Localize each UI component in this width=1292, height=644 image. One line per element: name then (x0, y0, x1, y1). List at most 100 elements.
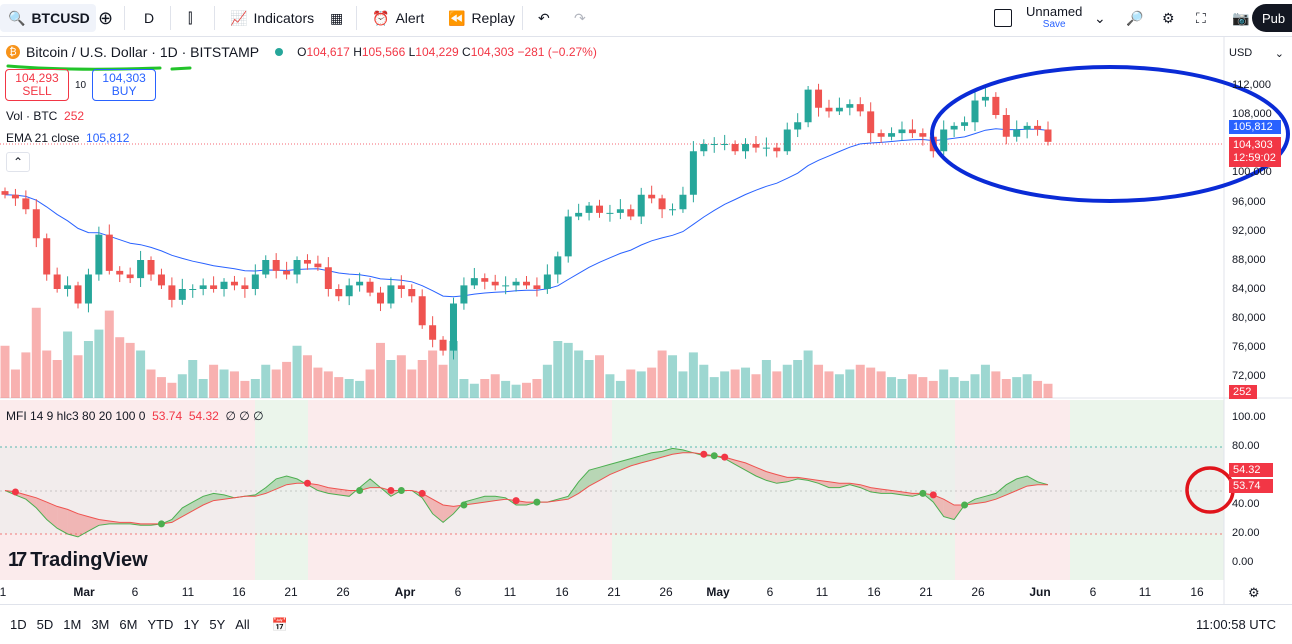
date-tick: Jun (1029, 585, 1051, 599)
mfi-tag-1: 54.32 (1229, 463, 1273, 477)
timeframe-1d[interactable]: 1D (10, 617, 27, 632)
candle-body (596, 205, 604, 213)
volume-bar (63, 331, 73, 398)
mfi-tick: 20.00 (1232, 527, 1260, 539)
volume-bar (772, 371, 782, 398)
snapshot-button[interactable]: 📷 (1224, 0, 1257, 36)
mfi-cross-dot (710, 452, 718, 460)
candle-body (971, 100, 979, 123)
redo-button[interactable]: ↷ (566, 0, 594, 36)
volume-bar (229, 371, 239, 398)
volume-bar (803, 350, 813, 398)
candle-body (564, 216, 572, 257)
volume-bar (1001, 379, 1011, 398)
annotation-green-underline (170, 66, 192, 71)
volume-bar (615, 380, 625, 398)
mfi-cross-dot (721, 453, 729, 461)
gear-icon: ⚙ (1248, 585, 1260, 600)
mfi-tick: 40.00 (1232, 498, 1260, 510)
volume-bar (438, 364, 448, 398)
volume-bar (720, 371, 730, 398)
sell-button[interactable]: 104,293 SELL (5, 69, 69, 101)
mfi-cross-dot (397, 487, 405, 494)
layout-menu-button[interactable]: ⌄ (1086, 0, 1114, 36)
layout-name-label: Unnamed (1026, 4, 1083, 19)
timeframe-5y[interactable]: 5Y (209, 617, 226, 632)
volume-bar (167, 382, 177, 398)
quick-search-button[interactable]: 🔎 (1118, 0, 1151, 36)
chart-type-button[interactable]: ⫿ (180, 0, 200, 36)
volume-bar (553, 341, 563, 398)
mfi-fill (317, 484, 329, 494)
timeframe-3m[interactable]: 3M (91, 617, 110, 632)
fullscreen-button[interactable]: ⛶ (1188, 0, 1214, 36)
candle-body (64, 285, 72, 289)
timeframe-1y[interactable]: 1Y (183, 617, 200, 632)
date-tick: 1 (0, 585, 7, 599)
interval-button[interactable]: D (136, 0, 162, 36)
date-range-icon[interactable]: 📅 (271, 616, 288, 632)
mfi-fill (818, 480, 829, 488)
tradingview-logo[interactable]: 17 TradingView (8, 549, 148, 572)
date-tick: 26 (659, 585, 673, 599)
mfi-fill (474, 496, 485, 504)
timeframe-ytd[interactable]: YTD (147, 617, 174, 632)
candle-body (1013, 129, 1021, 137)
candle-body (95, 234, 103, 275)
volume-bar (636, 371, 646, 398)
axis-settings-button[interactable]: ⚙ (1248, 585, 1260, 601)
utc-clock[interactable]: 11:00:58 UTC (1196, 617, 1276, 632)
symbol-title[interactable]: Bitcoin / U.S. Dollar · 1D · BITSTAMP (26, 44, 260, 60)
volume-bar (0, 345, 10, 398)
volume-bar (375, 342, 385, 398)
alert-button[interactable]: ⏰ Alert (364, 0, 432, 36)
layout-name[interactable]: Unnamed Save (1018, 0, 1090, 36)
timeframe-1m[interactable]: 1M (63, 617, 82, 632)
volume-bar (115, 337, 125, 398)
timeframe-all[interactable]: All (235, 617, 250, 632)
volume-bar (814, 364, 824, 398)
settings-button[interactable]: ⚙ (1154, 0, 1183, 36)
trade-buttons: 104,293 SELL 10 104,303 BUY (5, 69, 157, 101)
tradingview-wordmark: TradingView (30, 549, 148, 571)
collapse-legend-button[interactable]: ⌃ (6, 152, 30, 172)
volume-bar (657, 350, 667, 398)
candle-body (825, 107, 833, 112)
volume-tag: 252 (1229, 385, 1257, 399)
timeframe-5d[interactable]: 5D (36, 617, 54, 632)
sell-price: 104,293 (15, 71, 59, 85)
buy-button[interactable]: 104,303 BUY (92, 69, 157, 101)
volume-legend[interactable]: Vol · BTC 252 (6, 109, 85, 123)
layout-checkbox[interactable] (986, 0, 1020, 36)
ema-legend[interactable]: EMA 21 close 105,812 (6, 131, 130, 145)
volume-bar (970, 374, 980, 398)
volume-bar (448, 341, 458, 398)
sell-label: SELL (22, 84, 52, 98)
volume-bar (584, 360, 594, 398)
mfi-fill (192, 496, 204, 511)
symbol-search[interactable]: 🔍 BTCUSD (0, 4, 96, 32)
volume-bar (960, 380, 970, 398)
volume-bar (897, 379, 907, 398)
ema-line (4, 128, 1049, 298)
templates-button[interactable]: ▦ (322, 0, 351, 36)
volume-bar (605, 374, 615, 398)
undo-button[interactable]: ↶ (530, 0, 558, 36)
compare-button[interactable]: ⊕ (90, 0, 121, 36)
candle-body (439, 339, 447, 351)
replay-label: Replay (471, 10, 516, 26)
currency-selector[interactable]: USD ⌄ (1229, 47, 1284, 60)
timeframe-6m[interactable]: 6M (119, 617, 138, 632)
candle-body (898, 129, 906, 134)
mfi-cross-dot (11, 488, 19, 496)
indicators-button[interactable]: 📈 Indicators (222, 0, 322, 36)
date-tick: 26 (336, 585, 350, 599)
volume-bar (709, 377, 719, 398)
replay-button[interactable]: ⏪ Replay (440, 0, 523, 36)
volume-bar (94, 329, 104, 398)
publish-button[interactable]: Pub (1252, 4, 1292, 32)
mfi-legend[interactable]: MFI 14 9 hlc3 80 20 100 0 53.74 54.32 ∅ … (6, 409, 264, 423)
candle-body (804, 89, 812, 123)
square-icon (994, 9, 1012, 27)
